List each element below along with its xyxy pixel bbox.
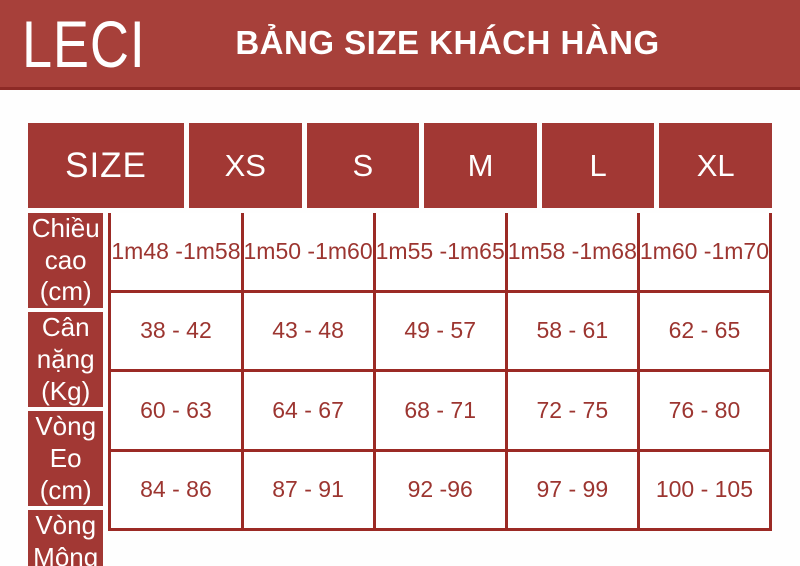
row-label-weight: Cân nặng (Kg) bbox=[28, 312, 104, 408]
hip-l: 97 - 99 bbox=[507, 451, 637, 528]
height-xs: 1m48 -1m58 bbox=[111, 213, 241, 290]
corner-header-size: SIZE bbox=[28, 123, 184, 208]
row-label-height-unit: (cm) bbox=[39, 276, 92, 307]
row-label-hip-name: Vòng Mông bbox=[33, 510, 99, 566]
size-col-header-s: S bbox=[306, 123, 420, 208]
weight-s: 43 - 48 bbox=[243, 292, 373, 369]
row-label-weight-unit: (Kg) bbox=[41, 375, 91, 406]
row-label-waist-name: Vòng Eo bbox=[35, 411, 97, 474]
weight-l: 58 - 61 bbox=[507, 292, 637, 369]
waist-xs: 60 - 63 bbox=[111, 372, 241, 449]
size-col-header-xs: XS bbox=[189, 123, 302, 208]
row-label-hip: Vòng Mông (cm) bbox=[28, 510, 104, 566]
weight-xl: 62 - 65 bbox=[639, 292, 769, 369]
size-col-header-l: L bbox=[541, 123, 655, 208]
weight-xs: 38 - 42 bbox=[111, 292, 241, 369]
height-xl: 1m60 -1m70 bbox=[639, 213, 769, 290]
hip-xs: 84 - 86 bbox=[111, 451, 241, 528]
height-m: 1m55 -1m65 bbox=[375, 213, 505, 290]
size-values-grid: 1m48 -1m58 1m50 -1m60 1m55 -1m65 1m58 -1… bbox=[108, 213, 772, 531]
row-label-height: Chiều cao (cm) bbox=[28, 213, 104, 309]
size-col-header-xl: XL bbox=[659, 123, 772, 208]
size-col-header-m: M bbox=[424, 123, 537, 208]
row-label-height-name: Chiều cao bbox=[31, 213, 100, 275]
size-header-row: SIZE XS S M L XL bbox=[28, 123, 772, 208]
brand-logo: LECI bbox=[22, 7, 146, 81]
measure-label-column: Chiều cao (cm) Cân nặng (Kg) Vòng Eo (cm… bbox=[28, 213, 104, 566]
waist-l: 72 - 75 bbox=[507, 372, 637, 449]
weight-m: 49 - 57 bbox=[375, 292, 505, 369]
hip-xl: 100 - 105 bbox=[639, 451, 769, 528]
waist-s: 64 - 67 bbox=[243, 372, 373, 449]
row-label-waist: Vòng Eo (cm) bbox=[28, 411, 104, 507]
brand-banner: LECI BẢNG SIZE KHÁCH HÀNG bbox=[0, 0, 800, 90]
waist-m: 68 - 71 bbox=[375, 372, 505, 449]
size-chart-body: Chiều cao (cm) Cân nặng (Kg) Vòng Eo (cm… bbox=[28, 213, 772, 566]
hip-s: 87 - 91 bbox=[243, 451, 373, 528]
waist-xl: 76 - 80 bbox=[639, 372, 769, 449]
row-label-weight-name: Cân nặng bbox=[36, 312, 95, 374]
height-l: 1m58 -1m68 bbox=[507, 213, 637, 290]
size-chart-table: SIZE XS S M L XL Chiều cao (cm) Cân nặng… bbox=[28, 123, 772, 566]
row-label-waist-unit: (cm) bbox=[39, 474, 92, 505]
height-s: 1m50 -1m60 bbox=[243, 213, 373, 290]
page-title: BẢNG SIZE KHÁCH HÀNG bbox=[235, 24, 660, 61]
hip-m: 92 -96 bbox=[375, 451, 505, 528]
